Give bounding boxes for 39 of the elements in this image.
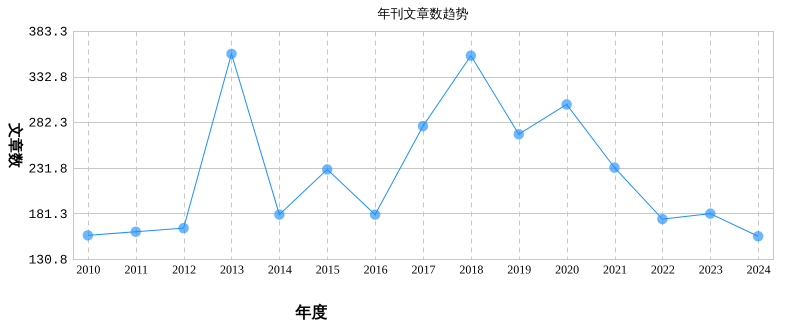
y-tick-label: 383.3 [28,24,68,40]
point [514,128,524,140]
point [705,208,716,219]
x-tick-label: 2013 [220,262,244,276]
x-tick-label: 2020 [555,262,580,276]
y-tick-label: 181.3 [28,206,68,222]
x-tick-label: 2017 [412,262,436,276]
x-tick-label: 2011 [124,262,148,276]
point [178,222,189,234]
x-tick-label: 2010 [76,262,100,276]
y-tick-label: 130.8 [28,252,68,268]
point [418,120,428,132]
x-tick-label: 2022 [650,262,675,276]
x-tick-label: 2024 [746,262,771,276]
x-tick-label: 2019 [507,262,532,276]
y-tick-label: 332.8 [28,70,68,86]
chart-title: 年刊文章数趋势 [378,6,468,21]
point [130,226,141,237]
point [82,230,94,241]
x-tick-label: 2014 [268,262,292,276]
point [226,48,237,60]
point [322,164,332,175]
x-tick-label: 2015 [316,262,340,276]
y-tick-label: 231.8 [28,161,68,176]
x-tick-label: 2023 [698,262,723,276]
x-tick-label: 2016 [364,262,388,276]
x-tick-label: 2021 [603,262,628,276]
y-axis-title: 文章数 [6,122,24,169]
point [609,162,620,173]
x-axis-title: 年度 [294,302,328,322]
x-tick-label: 2012 [172,262,196,276]
point [274,209,285,220]
point [370,209,380,220]
y-tick-label: 282.3 [28,116,68,131]
point [561,99,572,110]
point [466,50,476,61]
x-tick-label: 2018 [459,262,484,276]
point [752,231,764,242]
point [657,214,668,224]
